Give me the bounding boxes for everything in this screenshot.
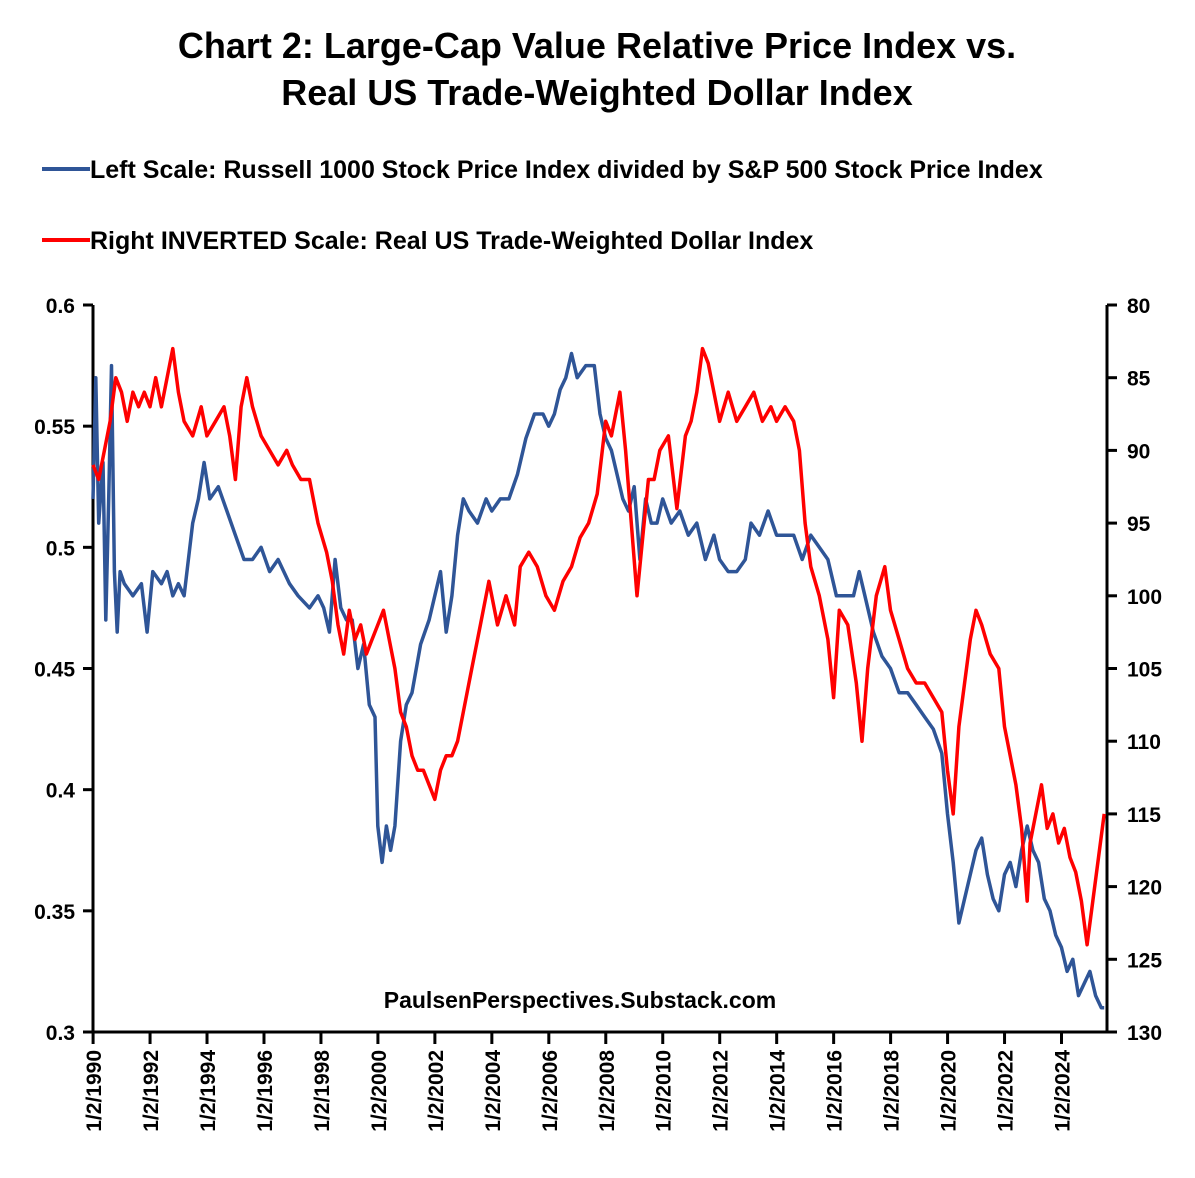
y-right-tick-label: 80 bbox=[1127, 295, 1150, 318]
x-tick-label: 1/2/2016 bbox=[824, 1050, 847, 1132]
y-right-tick-label: 110 bbox=[1127, 731, 1161, 754]
y-right-tick-label: 125 bbox=[1127, 949, 1162, 972]
y-right-tick-label: 95 bbox=[1127, 513, 1151, 536]
chart-title-line-1: Chart 2: Large-Cap Value Relative Price … bbox=[178, 25, 1016, 66]
y-left-tick-label: 0.35 bbox=[34, 901, 75, 924]
y-left-tick-label: 0.5 bbox=[46, 537, 76, 560]
x-tick-label: 1/2/1998 bbox=[311, 1050, 334, 1132]
y-right-tick-label: 105 bbox=[1127, 659, 1162, 682]
series-line-real-dollar-index bbox=[91, 346, 1106, 947]
legend-label-right-series: Right INVERTED Scale: Real US Trade-Weig… bbox=[90, 227, 813, 255]
plot-area: 0.6 0.55 0.5 0.45 0.4 0.35 0.3 80 85 90 95 100 105 11… bbox=[34, 295, 1162, 1132]
x-tick-label: 1/2/2002 bbox=[425, 1050, 448, 1132]
x-tick-label: 1/2/2014 bbox=[767, 1050, 790, 1132]
y-right-tick-label: 120 bbox=[1127, 877, 1162, 900]
watermark: PaulsenPerspectives.Substack.com bbox=[384, 987, 776, 1013]
series-line-russell1000-sp500-ratio bbox=[91, 351, 1105, 1010]
x-tick-label: 1/2/2012 bbox=[710, 1050, 733, 1132]
x-tick-label: 1/2/2018 bbox=[881, 1050, 904, 1132]
y-right-tick-label: 130 bbox=[1127, 1022, 1162, 1045]
x-tick-label: 1/2/2024 bbox=[1052, 1050, 1075, 1132]
x-tick-label: 1/2/2020 bbox=[938, 1050, 961, 1132]
x-tick-label: 1/2/2004 bbox=[482, 1050, 505, 1132]
y-left-tick-label: 0.3 bbox=[46, 1022, 75, 1045]
x-tick-label: 1/2/1994 bbox=[197, 1050, 220, 1132]
y-right-tick-label: 85 bbox=[1127, 368, 1151, 391]
x-tick-label: 1/2/2008 bbox=[596, 1050, 619, 1132]
y-left-tick-label: 0.45 bbox=[34, 659, 75, 682]
y-right-tick-label: 90 bbox=[1127, 440, 1150, 463]
x-tick-label: 1/2/1996 bbox=[254, 1050, 277, 1132]
y-left-tick-label: 0.6 bbox=[46, 295, 75, 318]
x-tick-label: 1/2/2022 bbox=[995, 1050, 1018, 1132]
x-tick-label: 1/2/2006 bbox=[539, 1050, 562, 1132]
x-tick-label: 1/2/2000 bbox=[368, 1050, 391, 1132]
y-left-tick-label: 0.55 bbox=[34, 416, 75, 439]
y-left-tick-label: 0.4 bbox=[46, 780, 76, 803]
y-right-tick-label: 100 bbox=[1127, 586, 1162, 609]
x-tick-label: 1/2/2010 bbox=[653, 1050, 676, 1132]
y-right-tick-label: 115 bbox=[1127, 804, 1161, 827]
x-tick-label: 1/2/1990 bbox=[83, 1050, 106, 1132]
chart-title-line-2: Real US Trade-Weighted Dollar Index bbox=[281, 72, 912, 113]
legend-label-left-series: Left Scale: Russell 1000 Stock Price Ind… bbox=[90, 156, 1043, 184]
x-tick-label: 1/2/1992 bbox=[140, 1050, 163, 1132]
